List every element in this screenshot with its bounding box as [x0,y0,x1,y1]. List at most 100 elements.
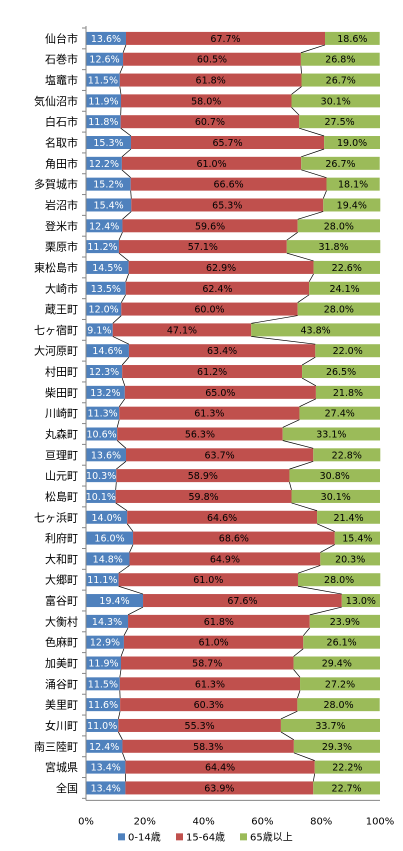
data-label: 22.8% [332,450,362,461]
series-line [299,127,325,137]
bar-segment [251,323,380,337]
data-label: 13.6% [91,450,121,461]
category-label: 宮城県 [45,760,78,774]
bar-segment [300,52,380,66]
data-label: 63.9% [204,783,234,794]
data-label: 63.7% [205,450,235,461]
bar-segment [299,115,380,129]
bar-segment [315,344,380,358]
bar-segment [86,198,132,212]
bar-segment [116,469,290,483]
series-line [120,127,132,137]
series-line [316,523,335,532]
category-label: 柴田町 [45,385,78,399]
category-label: 大衡村 [45,614,78,628]
series-line [118,731,123,740]
data-label: 27.5% [324,117,354,128]
series-line [291,502,318,512]
series-line [112,315,122,324]
legend-swatch [240,833,247,841]
series-line [117,711,121,720]
data-label: 23.9% [330,617,360,628]
data-label: 9.1% [87,325,111,336]
bar-segment [86,73,120,87]
bar-segment [300,677,380,691]
bar-segment [323,198,381,212]
series-line [115,502,128,512]
data-label: 12.6% [89,55,119,66]
data-label: 64.6% [207,513,237,524]
data-label: 13.4% [91,763,121,774]
series-line [119,669,122,678]
category-label: 大和町 [45,552,78,566]
series-line [286,252,314,262]
bar-segment [301,156,380,170]
category-label: 亘理町 [45,449,78,462]
data-label: 26.5% [326,367,356,378]
category-label: 角田市 [45,156,78,170]
data-label: 13.2% [90,388,120,399]
bar-segment [125,31,326,45]
data-label: 57.1% [188,242,218,253]
data-label: 68.6% [219,534,249,545]
bar-segment [118,240,287,254]
series-line [118,252,129,262]
series-line [280,731,295,741]
bar-segment [282,427,380,441]
bar-segment [86,698,121,712]
data-label: 33.7% [315,721,345,732]
bar-segment [86,177,131,191]
series-line [297,211,324,220]
bar-segment [293,656,380,670]
data-label: 11.8% [88,117,118,128]
bar-segment [86,531,134,545]
bar-segment [86,760,126,774]
bar-segment [122,739,294,753]
category-label: 女川町 [45,718,78,732]
data-label: 60.5% [197,55,227,66]
data-label: 16.0% [94,534,124,545]
data-label: 14.3% [92,617,122,628]
bar-segment [121,302,298,316]
series-line [300,44,326,54]
bar-segment [125,281,310,295]
bar-segment [86,594,144,608]
series-line [118,565,130,574]
category-label: 加美町 [45,657,78,670]
data-label: 28.0% [324,305,354,316]
bar-segment [120,656,294,670]
bar-segment [86,260,129,274]
series-line [297,565,321,574]
data-label: 60.0% [194,305,224,316]
series-line [120,294,126,303]
category-label: 名取市 [45,136,78,150]
data-label: 18.1% [338,180,368,191]
data-label: 60.3% [194,700,224,711]
bar-segment [120,94,292,108]
series-line [308,273,314,282]
data-label: 13.5% [91,284,121,295]
bar-segment [86,573,119,587]
data-label: 19.4% [337,200,367,211]
bar-segment [86,427,118,441]
data-label: 14.0% [91,513,121,524]
series-line [291,86,302,95]
category-label: 利府町 [45,531,78,545]
category-label: 東松島市 [34,260,78,274]
data-label: 64.9% [210,554,240,565]
bar-segment [86,136,131,150]
legend-swatch [118,833,125,841]
data-label: 28.0% [323,700,353,711]
bar-segment [117,427,283,441]
bar-segment [86,52,124,66]
series-line [299,398,317,407]
bar-segment [280,718,380,732]
series-line [129,544,134,553]
x-tick-label: 40% [192,816,214,827]
series-line [116,461,127,470]
category-label: 仙台市 [45,31,78,45]
series-line [297,690,301,699]
data-label: 22.6% [332,263,362,274]
category-label: 大崎市 [45,281,78,295]
bar-segment [127,510,318,524]
